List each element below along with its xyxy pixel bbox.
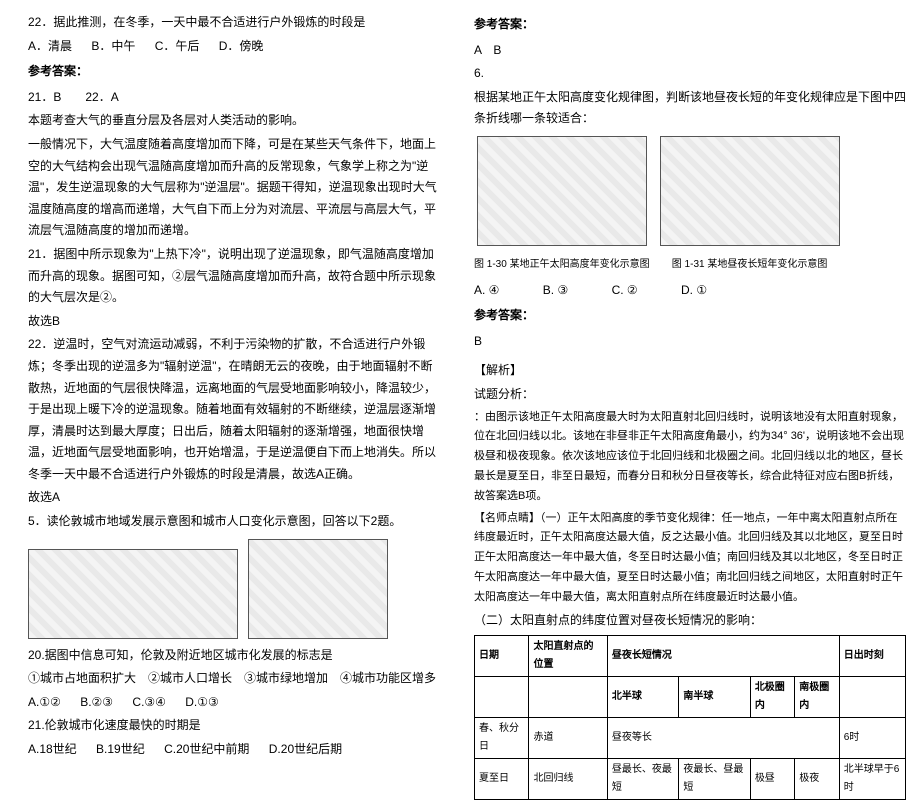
explain-p2: 21．据图中所示现象为"上热下冷"，说明出现了逆温现象，即气温随高度增加而升高的… [28,244,442,309]
table-row: 春、秋分日 赤道 昼夜等长 6时 [475,718,906,759]
q21-options: A.18世纪 B.19世纪 C.20世纪中前期 D.20世纪后期 [28,739,442,761]
explain-p1: 一般情况下，大气温度随着高度增加而下降，可是在某些天气条件下，地面上空的大气结构… [28,134,442,242]
answer-heading-2: 参考答案： [474,14,906,36]
cell: 6时 [839,718,905,759]
cell: 北半球早于6时 [839,759,905,800]
q21-text: 21.伦敦城市化速度最快的时期是 [28,715,442,737]
q20-opt-c: C.③④ [132,695,166,709]
sub-6 [839,677,905,718]
section-two-label: （二）太阳直射点的纬度位置对昼夜长短情况的影响： [474,610,906,632]
cell: 极昼 [750,759,794,800]
answer-heading-3: 参考答案： [474,305,906,327]
figure-row-left [28,539,442,639]
q22-opt-c: C．午后 [155,39,200,53]
answer-value-2: A B [474,40,906,62]
sub-2: 北半球 [607,677,678,718]
figure-row-right: 图 1-30 某地正午太阳高度年变化示意图 图 1-31 某地昼夜长短年变化示意… [474,136,906,274]
sub-0 [475,677,529,718]
q20-options: A.①② B.②③ C.③④ D.①③ [28,692,442,714]
cell: 极夜 [795,759,839,800]
q20-items: ①城市占地面积扩大 ②城市人口增长 ③城市绿地增加 ④城市功能区增多 [28,668,442,690]
shiti-label: 试题分析： [474,384,906,406]
q22-opt-a: A．清晨 [28,39,72,53]
cell: 昼夜等长 [607,718,839,759]
q22-options: A．清晨 B．中午 C．午后 D．傍晚 [28,36,442,58]
daylight-table: 日期 太阳直射点的位置 昼夜长短情况 日出时刻 北半球 南半球 北极圈内 南极圈… [474,635,906,800]
q21-opt-a: A.18世纪 [28,742,77,756]
explain-p2b: 故选B [28,311,442,333]
q5-text: 5．读伦敦城市地域发展示意图和城市人口变化示意图，回答以下2题。 [28,511,442,533]
explain-p3: 22．逆温时，空气对流运动减弱，不利于污染物的扩散，不合适进行户外锻炼；冬季出现… [28,334,442,485]
q20-text: 20.据图中信息可知，伦敦及附近地区城市化发展的标志是 [28,645,442,667]
q6-opt-c: C. ② [612,283,638,297]
london-maps-figure [28,549,238,639]
table-row: 夏至日 北回归线 昼最长、夜最短 夜最长、昼最短 极昼 极夜 北半球早于6时 [475,759,906,800]
th-sunrise: 日出时刻 [839,636,905,677]
table-header-row: 日期 太阳直射点的位置 昼夜长短情况 日出时刻 [475,636,906,677]
jiexi-heading: 【解析】 [474,360,906,382]
chart-caption-1: 图 1-30 某地正午太阳高度年变化示意图 [474,256,650,274]
sub-4: 北极圈内 [750,677,794,718]
sun-angle-chart [477,136,647,246]
day-night-chart [660,136,840,246]
jiexi-p1: ：由图示该地正午太阳高度最大时为太阳直射北回归线时，说明该地没有太阳直射现象，位… [474,408,906,507]
q21-opt-c: C.20世纪中前期 [164,742,249,756]
answer-line-1: 21．B 22．A [28,87,442,109]
sub-5: 南极圈内 [795,677,839,718]
th-position: 太阳直射点的位置 [529,636,607,677]
london-pop-chart [248,539,388,639]
cell: 北回归线 [529,759,607,800]
q22-opt-d: D．傍晚 [219,39,264,53]
explain-intro: 本题考查大气的垂直分层及各层对人类活动的影响。 [28,110,442,132]
th-daynight: 昼夜长短情况 [607,636,839,677]
cell: 夏至日 [475,759,529,800]
cell: 夜最长、昼最短 [679,759,750,800]
q6-options: A. ④ B. ③ C. ② D. ① [474,280,906,302]
cell: 赤道 [529,718,607,759]
sub-1 [529,677,607,718]
mingshi-p: 【名师点睛】（一）正午太阳高度的季节变化规律：任一地点，一年中离太阳直射点所在纬… [474,509,906,608]
q6-opt-d: D. ① [681,283,707,297]
explain-p3b: 故选A [28,487,442,509]
cell: 春、秋分日 [475,718,529,759]
q20-opt-d: D.①③ [185,695,219,709]
cell: 昼最长、夜最短 [607,759,678,800]
q22-opt-b: B．中午 [91,39,135,53]
q21-opt-d: D.20世纪后期 [269,742,342,756]
q22-text: 22．据此推测，在冬季，一天中最不合适进行户外锻炼的时段是 [28,12,442,34]
answer-heading-1: 参考答案： [28,61,442,83]
table-subheader-row: 北半球 南半球 北极圈内 南极圈内 [475,677,906,718]
q20-opt-b: B.②③ [80,695,113,709]
q6-body: 根据某地正午太阳高度变化规律图，判断该地昼夜长短的年变化规律应是下图中四条折线哪… [474,87,906,130]
answer-value-3: B [474,331,906,353]
chart-caption-2: 图 1-31 某地昼夜长短年变化示意图 [660,256,840,274]
q6-label: 6. [474,63,906,85]
th-date: 日期 [475,636,529,677]
sub-3: 南半球 [679,677,750,718]
q21-opt-b: B.19世纪 [96,742,145,756]
q6-opt-b: B. ③ [543,283,568,297]
q20-opt-a: A.①② [28,695,61,709]
q6-opt-a: A. ④ [474,283,499,297]
